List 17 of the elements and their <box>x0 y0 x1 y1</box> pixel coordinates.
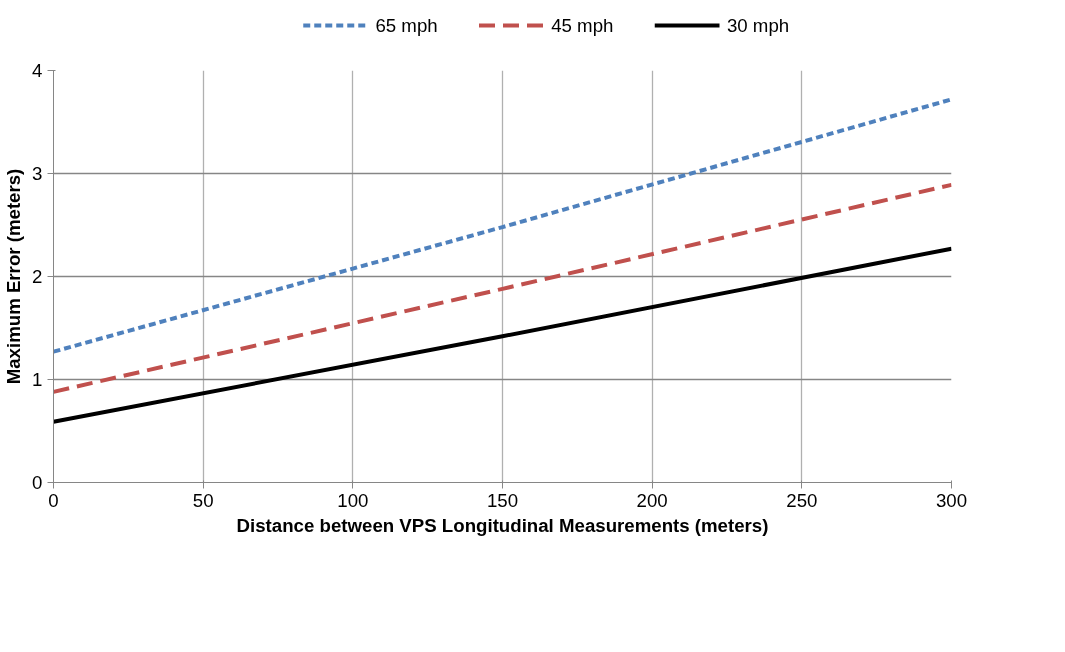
legend-label: 65 mph <box>375 15 438 36</box>
y-axis-title: Maximum Error (meters) <box>3 168 25 385</box>
x-tick-label: 150 <box>486 489 519 511</box>
x-tick-label: 300 <box>935 489 968 511</box>
x-tick-label: 50 <box>192 489 214 511</box>
x-tick-label: 200 <box>636 489 668 511</box>
legend-label: 45 mph <box>551 15 614 36</box>
x-tick-label: 250 <box>786 489 818 511</box>
y-tick-label: 1 <box>32 369 43 390</box>
y-tick-label: 2 <box>32 266 43 287</box>
x-tick-label: 0 <box>48 489 59 511</box>
y-tick-label: 0 <box>32 472 43 493</box>
x-axis-title: Distance between VPS Longitudinal Measurements (meters) <box>236 514 769 536</box>
legend-label: 30 mph <box>726 15 790 36</box>
x-tick-label: 100 <box>337 489 369 511</box>
y-tick-label: 3 <box>32 163 43 184</box>
y-tick-label: 4 <box>32 60 43 81</box>
